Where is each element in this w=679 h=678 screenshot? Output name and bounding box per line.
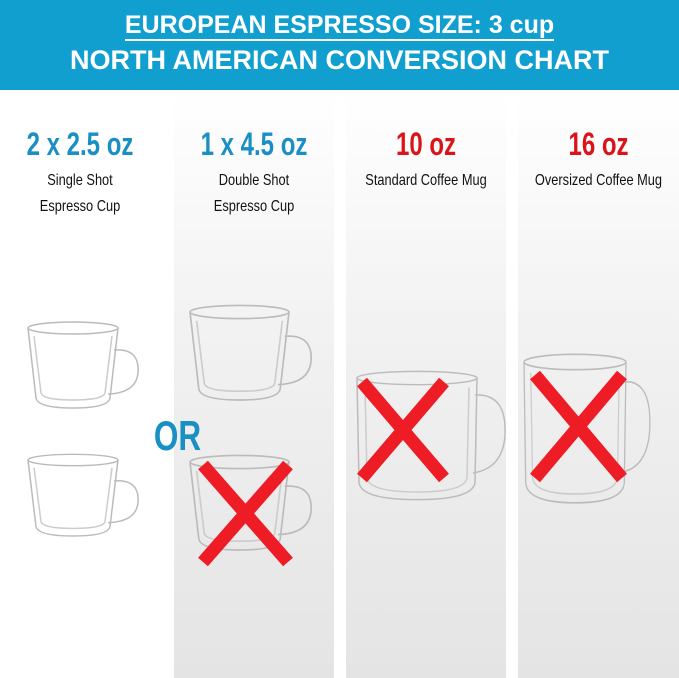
size-label: 1 x 4.5 oz xyxy=(200,126,308,162)
column-double-shot: 1 x 4.5 oz Double Shot Espresso Cup xyxy=(174,90,334,678)
single-shot-cup-icon xyxy=(27,321,139,409)
or-label: OR xyxy=(153,412,202,459)
title-line-2: NORTH AMERICAN CONVERSION CHART xyxy=(70,45,609,75)
cross-mark-icon xyxy=(198,460,293,567)
single-shot-cup-icon xyxy=(27,453,139,537)
double-shot-cup-icon xyxy=(189,304,312,401)
size-label: 2 x 2.5 oz xyxy=(26,126,134,162)
header-banner: EUROPEAN ESPRESSO SIZE: 3 cup NORTH AMER… xyxy=(0,0,679,90)
cross-mark-icon xyxy=(530,370,627,483)
description: Oversized Coffee Mug xyxy=(534,172,663,189)
description: Single Shot Espresso Cup xyxy=(39,172,121,215)
column-oversized-mug: 16 oz Oversized Coffee Mug xyxy=(518,90,679,678)
size-label: 10 oz xyxy=(395,126,457,162)
title-line-1: EUROPEAN ESPRESSO SIZE: 3 cup xyxy=(124,11,555,41)
description: Double Shot Espresso Cup xyxy=(213,172,295,215)
cross-mark-icon xyxy=(357,377,449,483)
description: Standard Coffee Mug xyxy=(365,172,487,189)
size-label: 16 oz xyxy=(568,126,629,162)
